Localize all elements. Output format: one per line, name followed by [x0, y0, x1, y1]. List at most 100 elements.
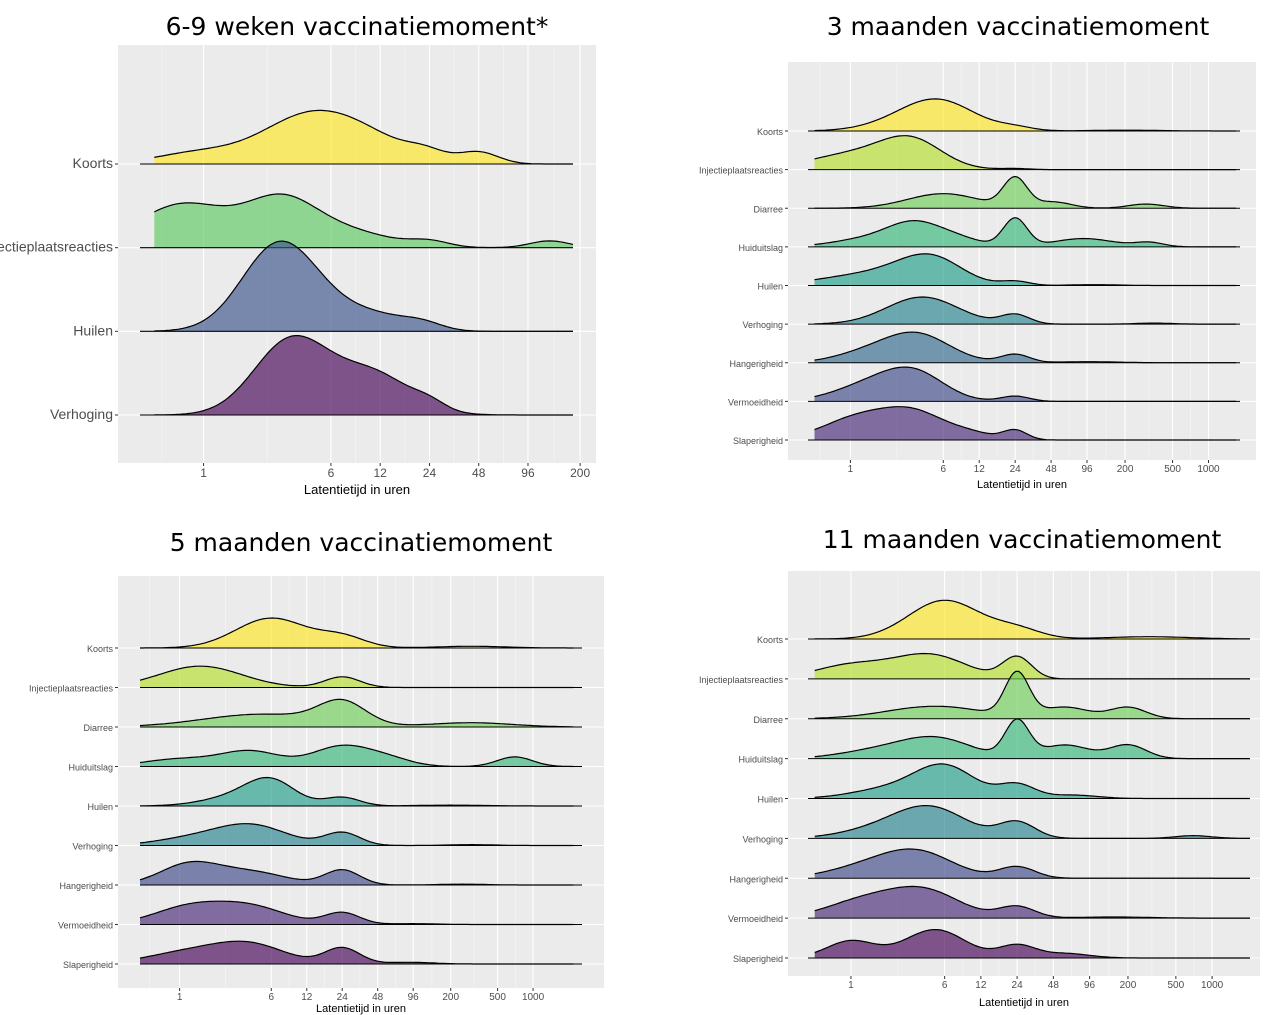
y-tick-label: Injectieplaatsreacties [0, 239, 113, 255]
chart-title-11-maanden: 11 maanden vaccinatiemoment [822, 525, 1222, 554]
y-tick-label: Verhoging [742, 834, 783, 844]
ridge-area [154, 194, 574, 248]
y-tick-label: Huiduitslag [738, 755, 783, 765]
y-tick-label: Diarree [83, 723, 113, 733]
x-tick-label: 1000 [1197, 464, 1220, 475]
y-tick-label: Hangerigheid [729, 359, 783, 369]
chart-title-5-maanden: 5 maanden vaccinatiemoment [169, 528, 553, 557]
y-tick-label: Koorts [73, 155, 113, 171]
y-tick-label: Verhoging [72, 842, 113, 852]
y-tick-label: Vermoeidheid [728, 914, 783, 924]
x-tick-label: 200 [1120, 980, 1137, 991]
y-tick-label: Diarree [753, 204, 783, 214]
ridge-area [814, 135, 1236, 170]
ridge-outline [154, 109, 573, 165]
x-tick-label: 96 [521, 466, 535, 480]
x-tick-label: 500 [1168, 980, 1185, 991]
ridge-area [814, 176, 1236, 209]
x-tick-label: 24 [337, 992, 349, 1003]
ridge-area [814, 217, 1236, 247]
x-tick-label: 500 [1164, 464, 1181, 475]
x-tick-label: 48 [472, 466, 486, 480]
y-tick-label: Hangerigheid [59, 881, 113, 891]
ridge-area [154, 110, 574, 164]
chart-title-3-maanden: 3 maanden vaccinatiemoment [826, 12, 1210, 41]
x-tick-label: 12 [301, 992, 313, 1003]
ridge-area [154, 241, 574, 332]
y-tick-label: Slaperigheid [733, 954, 783, 964]
y-tick-label: Vermoeidheid [58, 921, 113, 931]
x-tick-label: 24 [1010, 464, 1022, 475]
x-tick-label: 1 [177, 992, 183, 1003]
ridge-outline [814, 296, 1236, 325]
y-tick-label: Injectieplaatsreacties [699, 675, 784, 685]
ridge-area [814, 98, 1236, 131]
x-tick-label: 96 [408, 992, 420, 1003]
ridge-area [140, 666, 574, 688]
ridge-outline [814, 805, 1251, 839]
y-tick-label: Hangerigheid [729, 874, 783, 884]
ridge-area [814, 849, 1250, 879]
x-tick-label: 6 [328, 466, 335, 480]
ridge-area [814, 763, 1250, 799]
ridge-outline [139, 744, 574, 768]
y-tick-label: Slaperigheid [733, 436, 783, 446]
ridge-area [814, 406, 1236, 440]
y-tick-label: Koorts [757, 635, 784, 645]
chart-title-6-9-weken: 6-9 weken vaccinatiemoment* [165, 12, 549, 41]
x-tick-label: 1 [848, 980, 854, 991]
x-tick-label: 12 [374, 466, 388, 480]
x-tick-label: 24 [1012, 980, 1024, 991]
y-tick-label: Verhoging [50, 406, 113, 422]
x-tick-label: 12 [975, 980, 987, 991]
x-tick-label: 96 [1081, 464, 1093, 475]
x-tick-label: 96 [1084, 980, 1096, 991]
ridge-outline [814, 175, 1236, 209]
y-tick-label: Koorts [757, 127, 784, 137]
x-axis-label: Latentietijd in uren [977, 479, 1067, 491]
ridge-outline [814, 217, 1236, 248]
x-tick-label: 24 [423, 466, 437, 480]
x-tick-label: 1 [848, 464, 854, 475]
ridge-area [814, 929, 1250, 958]
ridge-area [814, 297, 1236, 325]
ridge-outline [140, 617, 574, 649]
y-tick-label: Koorts [87, 644, 114, 654]
ridge-area [814, 332, 1236, 363]
y-tick-label: Huilen [757, 282, 783, 292]
x-tick-label: 200 [570, 466, 590, 480]
ridge-area [154, 335, 574, 415]
x-tick-label: 1 [200, 466, 207, 480]
ridge-outline [814, 599, 1251, 640]
ridge-area [140, 901, 574, 925]
x-tick-label: 48 [372, 992, 384, 1003]
x-axis-label: Latentietijd in uren [316, 1003, 406, 1015]
y-tick-label: Verhoging [742, 320, 783, 330]
x-tick-label: 48 [1046, 464, 1058, 475]
y-tick-label: Injectieplaatsreacties [699, 166, 784, 176]
ridge-area [814, 886, 1250, 919]
x-tick-label: 6 [269, 992, 275, 1003]
x-axis-label: Latentietijd in uren [304, 482, 410, 497]
ridge-area [814, 805, 1250, 839]
x-tick-label: 48 [1048, 980, 1060, 991]
x-tick-label: 6 [942, 980, 948, 991]
y-tick-label: Huilen [87, 802, 113, 812]
x-tick-label: 200 [442, 992, 459, 1003]
y-tick-label: Huiduitslag [738, 243, 783, 253]
y-tick-label: Injectieplaatsreacties [29, 684, 114, 694]
x-tick-label: 500 [489, 992, 506, 1003]
y-tick-label: Vermoeidheid [728, 397, 783, 407]
y-tick-label: Slaperigheid [63, 960, 113, 970]
y-tick-label: Huiduitslag [68, 763, 113, 773]
x-tick-label: 12 [974, 464, 986, 475]
x-tick-label: 200 [1117, 464, 1134, 475]
ridge-area [140, 699, 574, 727]
ridge-area [814, 367, 1236, 402]
ridge-area [814, 253, 1236, 286]
x-tick-label: 1000 [522, 992, 545, 1003]
